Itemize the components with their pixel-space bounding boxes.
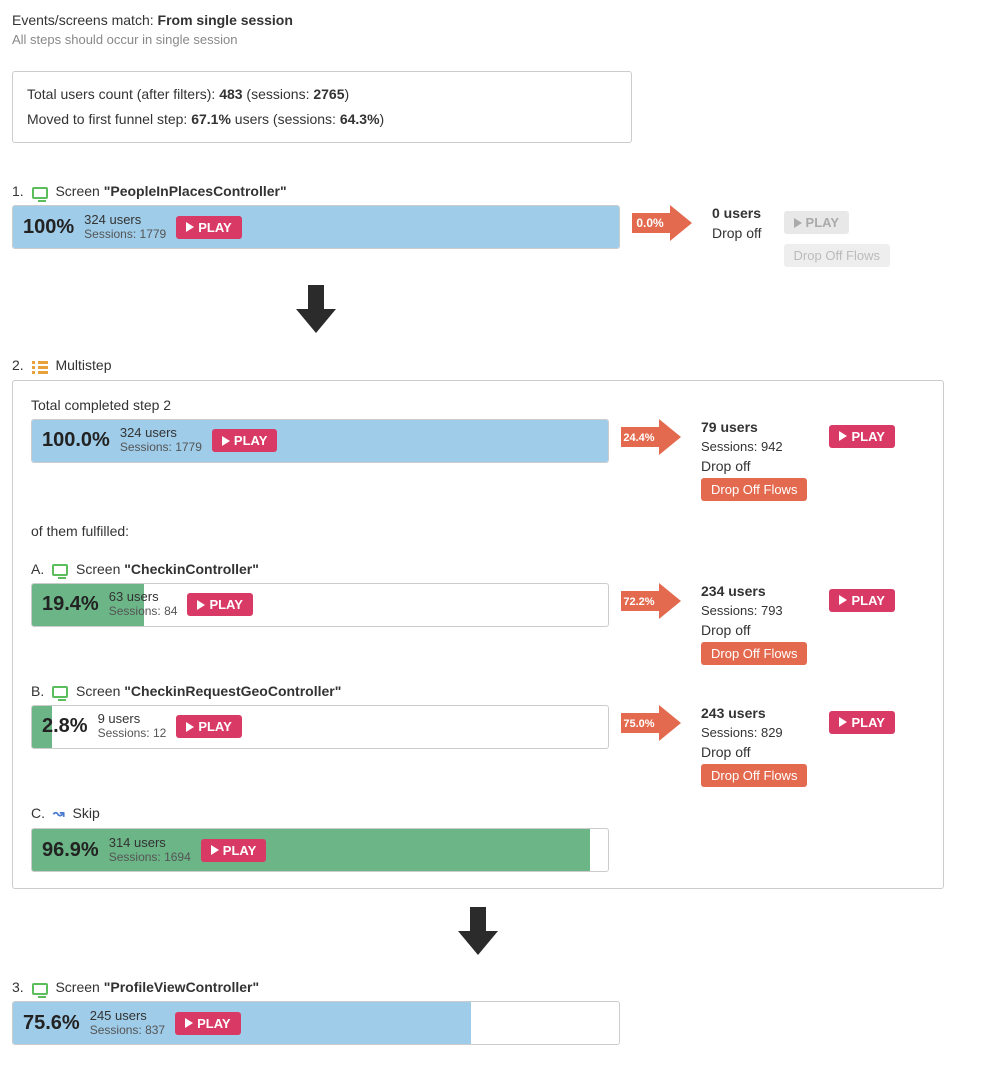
summary-total: Total users count (after filters): 483 (…	[27, 82, 617, 107]
summary-moved: Moved to first funnel step: 67.1% users …	[27, 107, 617, 132]
summary-box: Total users count (after filters): 483 (…	[12, 71, 632, 143]
play-icon	[794, 218, 802, 228]
step1-title: 1. Screen "PeopleInPlacesController"	[12, 183, 980, 199]
play-icon	[186, 222, 194, 232]
dropoff-info-2: 79 users Sessions: 942 Drop off Drop Off…	[701, 419, 807, 501]
screen-icon	[52, 564, 68, 576]
play-icon	[839, 717, 847, 727]
multistep-icon	[32, 360, 48, 374]
match-value: From single session	[158, 12, 293, 28]
match-label: Events/screens match:	[12, 12, 158, 28]
screen-icon	[32, 983, 48, 995]
play-button[interactable]: PLAY	[175, 1012, 240, 1035]
play-button-dropoff-2[interactable]: PLAY	[829, 425, 894, 448]
substep-b-title: B. Screen "CheckinRequestGeoController"	[31, 683, 925, 699]
step2-bar: 100.0% 324 users Sessions: 1779 PLAY	[31, 419, 609, 463]
step2-pct: 100.0%	[42, 429, 110, 452]
step2-completed-label: Total completed step 2	[31, 397, 925, 413]
step1-bar: 100% 324 users Sessions: 1779 PLAY	[12, 205, 620, 249]
svg-text:0.0%: 0.0%	[636, 216, 664, 230]
funnel-step-1: 1. Screen "PeopleInPlacesController" 100…	[12, 183, 980, 267]
step3-bar: 75.6% 245 users Sessions: 837 PLAY	[12, 1001, 620, 1045]
svg-text:75.0%: 75.0%	[623, 718, 654, 730]
match-subtext: All steps should occur in single session	[12, 32, 980, 47]
step3-title: 3. Screen "ProfileViewController"	[12, 979, 980, 995]
dropoff-info-1: 0 users Drop off	[712, 205, 762, 241]
multistep-box: Total completed step 2 100.0% 324 users …	[12, 380, 944, 890]
fulfilled-label: of them fulfilled:	[31, 523, 925, 539]
dropoff-arrow-a: 72.2%	[621, 583, 681, 619]
dropoff-flows-button-1: Drop Off Flows	[784, 244, 890, 267]
match-header: Events/screens match: From single sessio…	[12, 12, 980, 28]
step1-pct: 100%	[23, 216, 74, 239]
dropoff-arrow-1: 0.0%	[632, 205, 692, 241]
play-button[interactable]: PLAY	[176, 715, 241, 738]
dropoff-flows-button-b[interactable]: Drop Off Flows	[701, 764, 807, 787]
play-button-dropoff-a[interactable]: PLAY	[829, 589, 894, 612]
substep-c-title: C. ↝ Skip	[31, 805, 925, 823]
play-button[interactable]: PLAY	[212, 429, 277, 452]
dropoff-flows-button-2[interactable]: Drop Off Flows	[701, 478, 807, 501]
step1-sessions: Sessions: 1779	[84, 228, 166, 242]
play-button[interactable]: PLAY	[187, 593, 252, 616]
dropoff-arrow-b: 75.0%	[621, 705, 681, 741]
dropoff-info-a: 234 users Sessions: 793 Drop off Drop Of…	[701, 583, 807, 665]
play-button-dropoff-b[interactable]: PLAY	[829, 711, 894, 734]
dropoff-arrow-2: 24.4%	[621, 419, 681, 455]
svg-text:72.2%: 72.2%	[623, 596, 654, 608]
play-icon	[186, 722, 194, 732]
down-arrow-2	[12, 907, 944, 955]
substep-a-bar: 19.4% 63 users Sessions: 84 PLAY	[31, 583, 609, 627]
play-icon	[197, 600, 205, 610]
play-button[interactable]: PLAY	[201, 839, 266, 862]
play-icon	[185, 1018, 193, 1028]
screen-icon	[52, 686, 68, 698]
substep-b-bar: 2.8% 9 users Sessions: 12 PLAY	[31, 705, 609, 749]
step1-users: 324 users	[84, 213, 166, 228]
play-button-dropoff-1: PLAY	[784, 211, 849, 234]
down-arrow-1	[12, 285, 620, 333]
substep-a-title: A. Screen "CheckinController"	[31, 561, 925, 577]
dropoff-info-b: 243 users Sessions: 829 Drop off Drop Of…	[701, 705, 807, 787]
funnel-step-3: 3. Screen "ProfileViewController" 75.6% …	[12, 979, 980, 1045]
svg-text:24.4%: 24.4%	[623, 432, 654, 444]
step2-title: 2. Multistep	[12, 357, 980, 373]
play-icon	[211, 845, 219, 855]
substep-c-bar: 96.9% 314 users Sessions: 1694 PLAY	[31, 828, 609, 872]
play-button[interactable]: PLAY	[176, 216, 241, 239]
play-icon	[839, 431, 847, 441]
play-icon	[839, 595, 847, 605]
dropoff-flows-button-a[interactable]: Drop Off Flows	[701, 642, 807, 665]
screen-icon	[32, 187, 48, 199]
skip-icon: ↝	[53, 805, 65, 822]
play-icon	[222, 436, 230, 446]
